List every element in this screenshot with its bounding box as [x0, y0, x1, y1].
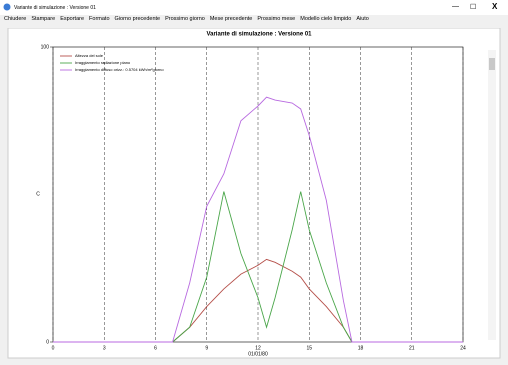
app-icon: [3, 3, 11, 11]
legend-label: Irraggiamento diffuso orizz.: 0.5704 kWh…: [75, 67, 164, 72]
chart-title: Variante di simulazione : Versione 01: [206, 32, 312, 38]
legend-label: Altezza del sole: [75, 53, 104, 58]
x-tick-label: 0: [52, 345, 55, 351]
x-tick-label: 3: [103, 345, 106, 351]
x-tick-label: 18: [358, 345, 364, 351]
chart-panel: [7, 28, 501, 359]
menu-item[interactable]: Esportare: [60, 16, 85, 22]
window-title: Variante di simulazione : Versione 01: [14, 4, 96, 11]
menu-item[interactable]: Giorno precedente: [114, 16, 161, 22]
scrollbar[interactable]: [488, 50, 496, 340]
x-tick-label: 15: [306, 345, 312, 351]
x-tick-label: 9: [205, 345, 208, 351]
line-series: [53, 258, 463, 343]
y-tick-label: 0: [46, 339, 49, 345]
x-axis-label: 01/01/80: [248, 351, 268, 357]
minimize-button[interactable]: —: [452, 3, 459, 10]
menu-item[interactable]: Formato: [89, 16, 110, 22]
x-tick-label: 21: [409, 345, 415, 351]
y-tick-label: 100: [41, 44, 50, 50]
scrollbar-thumb[interactable]: [489, 58, 495, 70]
close-button[interactable]: X: [492, 2, 498, 11]
menu-item[interactable]: Modello cielo limpido: [300, 16, 352, 22]
menu-item[interactable]: Aiuto: [356, 16, 369, 22]
menu-item[interactable]: Chiudere: [4, 16, 27, 22]
y-axis-label: C: [36, 191, 40, 197]
line-series: [53, 191, 463, 343]
legend-label: Irraggiamento radiazione piano: [75, 60, 131, 65]
menu-item[interactable]: Prossimo mese: [257, 16, 296, 22]
x-tick-label: 12: [255, 345, 261, 351]
menu-bar: Chiudere Stampare Esportare Formato Giorno p…: [4, 16, 369, 22]
chart: Variante di simulazione : Versione 01 C …: [7, 28, 501, 359]
menu-item[interactable]: Stampare: [31, 16, 56, 22]
x-tick-label: 24: [460, 345, 466, 351]
maximize-button[interactable]: ☐: [470, 4, 477, 11]
x-tick-label: 6: [154, 345, 157, 351]
menu-item[interactable]: Prossimo giorno: [165, 16, 205, 22]
title-bar: Variante di simulazione : Versione 01 — …: [0, 0, 508, 15]
line-series: [53, 96, 463, 343]
menu-item[interactable]: Mese precedente: [209, 16, 253, 22]
